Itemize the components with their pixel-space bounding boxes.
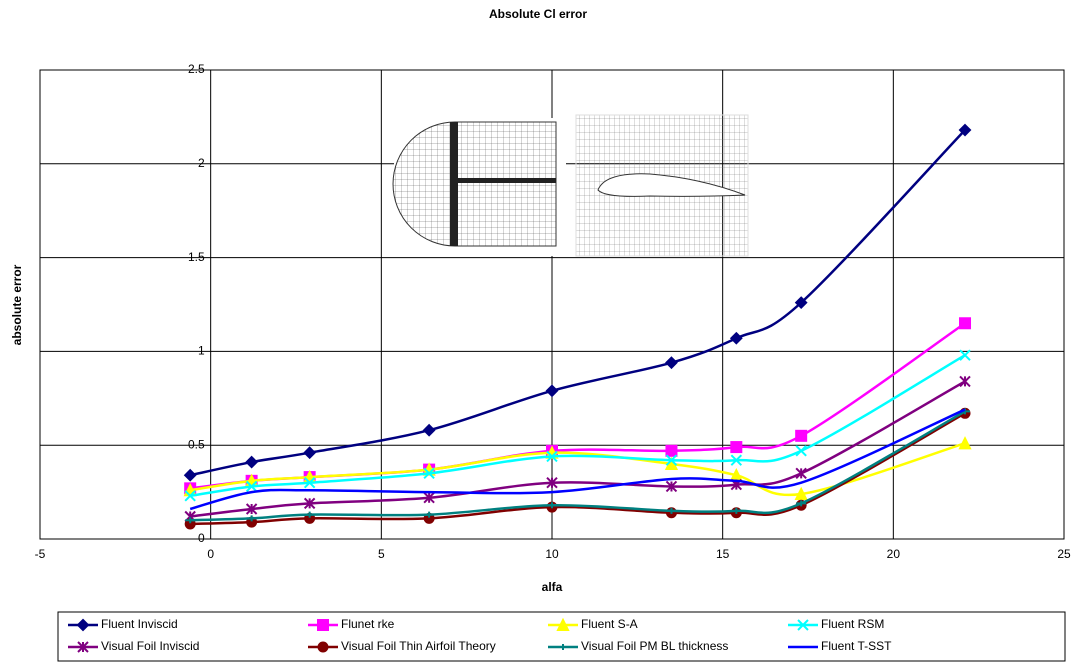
mesh-wake [455, 178, 556, 183]
x-tick-label: 0 [207, 547, 214, 561]
mesh-refinement [450, 122, 458, 246]
legend-label: Fluent Inviscid [101, 617, 178, 631]
x-tick-label: -5 [35, 547, 46, 561]
x-tick-label: 25 [1057, 547, 1071, 561]
y-tick-label: 0 [198, 531, 205, 545]
legend-item: Flunet rke [308, 617, 395, 631]
x-tick-label: 10 [545, 547, 559, 561]
legend-label: Visual Foil PM BL thickness [581, 639, 728, 653]
legend-label: Visual Foil Thin Airfoil Theory [341, 639, 496, 653]
marker [731, 442, 741, 452]
marker [319, 643, 328, 652]
x-tick-label: 20 [887, 547, 901, 561]
y-tick-label: 1 [198, 344, 205, 358]
y-tick-label: 1.5 [188, 250, 205, 264]
x-axis-label: alfa [542, 580, 563, 594]
marker [666, 446, 676, 456]
x-tick-label: 5 [378, 547, 385, 561]
y-tick-label: 0.5 [188, 437, 205, 451]
legend-label: Fluent RSM [821, 617, 884, 631]
marker [318, 620, 328, 630]
legend-label: Flunet rke [341, 617, 395, 631]
chart-title: Absolute Cl error [489, 7, 587, 21]
legend-label: Fluent T-SST [821, 639, 892, 653]
mesh-domain [393, 122, 556, 246]
legend-box [58, 612, 1065, 661]
y-tick-label: 2.5 [188, 62, 205, 76]
legend-label: Visual Foil Inviscid [101, 639, 199, 653]
x-tick-label: 15 [716, 547, 730, 561]
marker [796, 431, 806, 441]
chart: Absolute Cl error absolute error alfa 00… [0, 0, 1077, 663]
marker [960, 318, 970, 328]
legend-label: Fluent S-A [581, 617, 638, 631]
y-axis-label: absolute error [10, 264, 24, 345]
y-tick-label: 2 [198, 156, 205, 170]
